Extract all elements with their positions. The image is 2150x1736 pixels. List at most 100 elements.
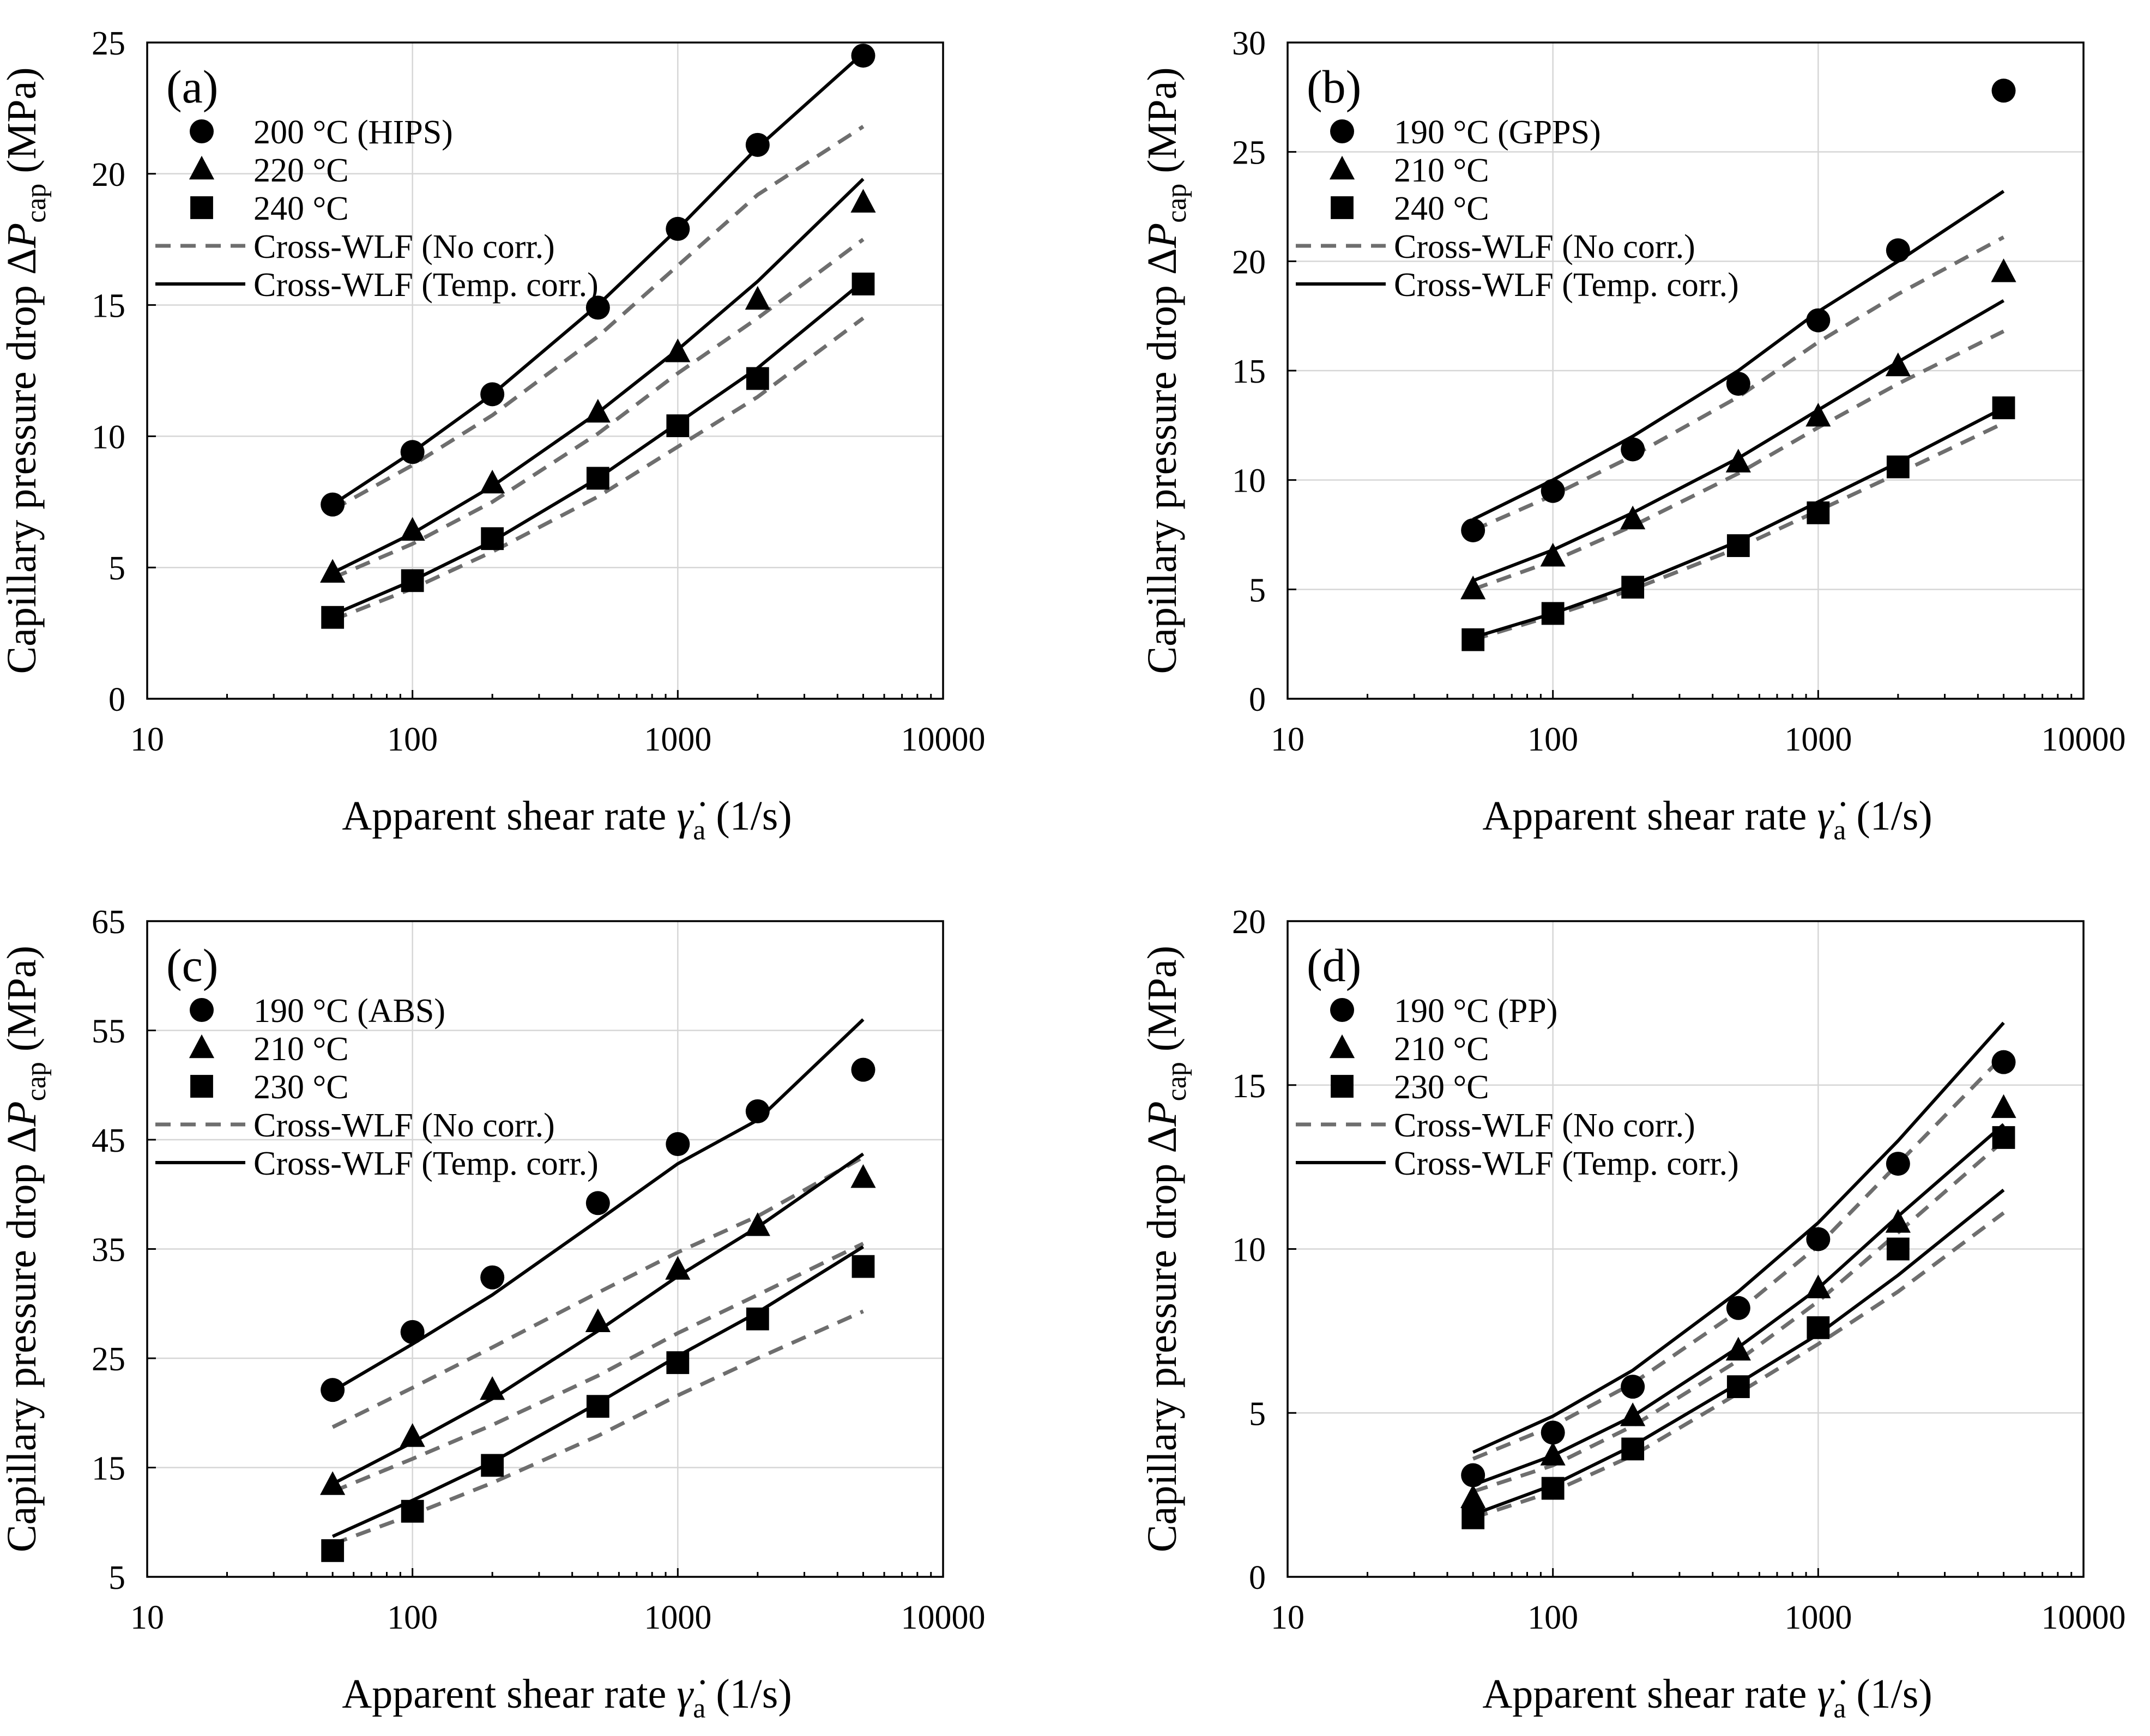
panel-label: (d) xyxy=(1307,939,1361,991)
plot-area xyxy=(147,43,943,699)
data-point-circle xyxy=(1461,518,1485,542)
legend-label: 200 °C (HIPS) xyxy=(253,114,453,151)
x-tick-label: 1000 xyxy=(644,1599,711,1636)
data-point-square xyxy=(1461,628,1485,651)
data-point-triangle xyxy=(1805,1274,1831,1298)
legend-label: 220 °C xyxy=(253,152,349,189)
legend-label: 210 °C xyxy=(1394,1031,1489,1068)
data-point-triangle xyxy=(400,517,425,541)
data-point-circle xyxy=(585,295,610,320)
data-point-square xyxy=(586,1395,609,1418)
data-point-triangle xyxy=(585,1308,611,1333)
fit-line-no-corr-0 xyxy=(331,125,865,512)
data-point-triangle xyxy=(745,1212,770,1236)
data-point-square xyxy=(1992,396,2015,420)
y-tick-label: 35 xyxy=(92,1232,125,1269)
data-point-circle xyxy=(666,1132,690,1157)
y-axis-title-text: Capillary pressure drop Δ xyxy=(0,1127,45,1552)
data-point-square xyxy=(1726,1375,1750,1399)
data-point-triangle xyxy=(1885,352,1911,377)
data-point-square xyxy=(1461,1506,1485,1529)
data-point-square xyxy=(1807,501,1830,524)
x-axis-title: Apparent shear rate γ̇a (1/s) xyxy=(1482,793,1932,846)
x-tick-label: 10000 xyxy=(901,1599,986,1636)
y-tick-label: 0 xyxy=(1249,681,1266,718)
data-point-square xyxy=(1621,1437,1645,1461)
data-point-triangle xyxy=(320,1471,346,1495)
x-axis-title-text: Apparent shear rate xyxy=(342,1671,677,1717)
y-tick-label: 0 xyxy=(1249,1559,1266,1596)
x-tick-label: 1000 xyxy=(644,721,711,758)
data-point-triangle xyxy=(480,469,505,494)
data-point-triangle xyxy=(585,398,611,423)
data-point-circle xyxy=(1621,1375,1645,1399)
legend-marker-square xyxy=(190,196,213,219)
y-axis-title-unit: (MPa) xyxy=(1139,67,1185,183)
data-point-triangle xyxy=(320,559,346,583)
x-axis-title-subscript: a xyxy=(693,1693,705,1724)
data-point-circle xyxy=(1541,1420,1565,1445)
y-tick-label: 30 xyxy=(1232,25,1266,62)
y-tick-label: 5 xyxy=(1249,572,1266,609)
y-tick-label: 5 xyxy=(108,1559,125,1596)
data-point-triangle xyxy=(665,1256,691,1280)
data-point-triangle xyxy=(1620,505,1646,530)
data-point-circle xyxy=(321,1378,345,1402)
y-axis-title-subscript: cap xyxy=(1161,1062,1192,1101)
data-point-square xyxy=(1992,1126,2015,1149)
x-tick-label: 10 xyxy=(1271,721,1305,758)
data-point-circle xyxy=(400,1320,425,1344)
y-axis-title-unit: (MPa) xyxy=(0,946,45,1062)
data-point-square xyxy=(666,1351,690,1374)
data-point-square xyxy=(851,273,875,295)
legend-label: 190 °C (GPPS) xyxy=(1394,114,1601,151)
x-axis-title-subscript: a xyxy=(1833,815,1846,846)
data-point-circle xyxy=(1621,437,1645,462)
fit-line-no-corr-1 xyxy=(331,238,865,580)
y-axis-title-symbol: P xyxy=(0,1101,45,1127)
x-axis-title-unit: (1/s) xyxy=(1846,793,1932,839)
data-point-square xyxy=(1541,1477,1565,1500)
legend-marker-circle xyxy=(190,998,214,1022)
y-tick-label: 55 xyxy=(92,1013,125,1050)
x-axis-title: Apparent shear rate γ̇a (1/s) xyxy=(342,793,792,846)
y-tick-label: 20 xyxy=(1232,904,1266,941)
x-tick-label: 10 xyxy=(130,721,164,758)
x-tick-label: 100 xyxy=(1527,1599,1578,1636)
fit-line-no-corr-0 xyxy=(331,1156,865,1429)
legend-marker-square xyxy=(1331,1075,1354,1098)
legend-label: Cross-WLF (Temp. corr.) xyxy=(1394,267,1739,304)
y-axis-title-unit: (MPa) xyxy=(0,67,45,183)
data-point-circle xyxy=(1726,1296,1750,1320)
data-point-circle xyxy=(1461,1463,1485,1487)
data-point-triangle xyxy=(850,1164,876,1188)
fit-line-temp-corr-0 xyxy=(1472,1021,2005,1454)
x-tick-label: 10 xyxy=(1271,1599,1305,1636)
y-axis-title-symbol: P xyxy=(1139,223,1185,249)
legend-marker-triangle xyxy=(1329,155,1355,180)
data-point-circle xyxy=(851,1057,875,1082)
y-tick-label: 20 xyxy=(92,156,125,193)
data-point-circle xyxy=(745,1099,770,1123)
y-tick-label: 15 xyxy=(1232,1068,1266,1105)
plot-frame xyxy=(146,41,944,700)
x-tick-label: 10 xyxy=(130,1599,164,1636)
legend-label: Cross-WLF (Temp. corr.) xyxy=(1394,1145,1739,1182)
x-axis-title-subscript: a xyxy=(693,815,705,846)
y-tick-label: 5 xyxy=(1249,1395,1266,1432)
data-point-square xyxy=(666,414,690,438)
data-point-triangle xyxy=(1805,402,1831,427)
data-point-square xyxy=(401,569,424,592)
x-axis-title: Apparent shear rate γ̇a (1/s) xyxy=(1482,1671,1932,1724)
data-point-triangle xyxy=(480,1376,505,1400)
data-point-triangle xyxy=(850,189,876,213)
y-tick-label: 10 xyxy=(92,419,125,456)
x-tick-label: 100 xyxy=(387,1599,438,1636)
y-axis-title-subscript: cap xyxy=(1161,184,1192,223)
panel-label: (a) xyxy=(166,61,218,113)
data-point-square xyxy=(481,527,504,551)
legend-marker-circle xyxy=(190,119,214,143)
legend-marker-circle xyxy=(1330,119,1354,143)
legend-marker-triangle xyxy=(189,1034,215,1058)
data-point-circle xyxy=(1886,1152,1910,1176)
